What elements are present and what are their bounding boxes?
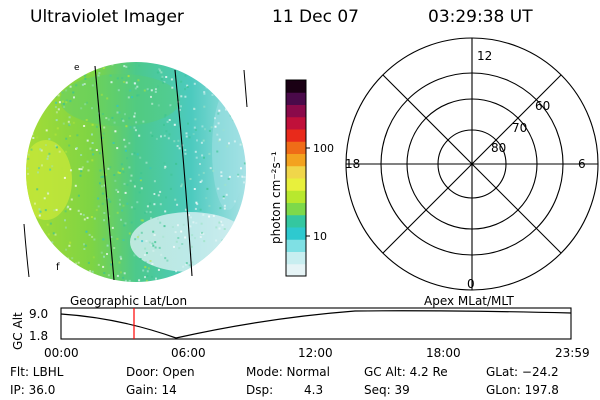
xtick-1200: 12:00: [298, 346, 333, 360]
xtick-1800: 18:00: [426, 346, 461, 360]
color-bar-cell: [286, 227, 306, 240]
mlat-label-60: 60: [535, 99, 550, 113]
status-door: Door: Open: [126, 365, 195, 379]
ytick-1.8: 1.8: [29, 329, 48, 343]
altitude-ylabel: GC Alt: [11, 312, 25, 350]
color-bar-cell: [286, 190, 306, 203]
mlt-label-18: 18: [345, 157, 360, 171]
color-bar-cell: [286, 116, 306, 130]
limb-arc: [243, 69, 248, 108]
xtick-0600: 06:00: [171, 346, 206, 360]
status-ip: IP: 36.0: [10, 383, 56, 397]
status-glat: GLat: −24.2: [486, 365, 559, 379]
longitude-line: [94, 65, 115, 281]
mlat-label-70: 70: [512, 121, 527, 135]
color-bar-cell: [286, 239, 306, 252]
apex-label: Apex MLat/MLT: [424, 294, 514, 308]
colorbar-tick-100: 100: [313, 142, 334, 155]
status-gc-alt: GC Alt: 4.2 Re: [364, 365, 448, 379]
glyph-e: e: [74, 63, 80, 73]
glyph-f: f: [56, 262, 60, 273]
color-bar-cell: [286, 141, 306, 154]
color-bar-cell: [286, 251, 306, 265]
status-glon: GLon: 197.8: [486, 383, 559, 397]
date-label: 11 Dec 07: [272, 7, 359, 27]
altitude-curve: [60, 310, 572, 339]
colorbar-unit-label: photon cm⁻²s⁻¹: [269, 151, 283, 244]
color-bar-cell: [286, 80, 306, 93]
mlt-label-6: 6: [578, 157, 586, 171]
colorbar-tick-10: 10: [313, 230, 327, 243]
xtick-2359: 23:59: [555, 346, 590, 360]
mlt-label-12: 12: [477, 49, 492, 63]
color-bar-cell: [286, 202, 306, 216]
status-flt: Flt: LBHL: [10, 365, 64, 379]
geographic-label: Geographic Lat/Lon: [70, 294, 188, 308]
instrument-title: Ultraviolet Imager: [30, 7, 184, 27]
color-bar-cell: [286, 129, 306, 142]
ytick-9: 9.0: [29, 307, 48, 321]
mlat-label-80: 80: [491, 141, 506, 155]
color-bar-cell: [286, 104, 306, 118]
color-bar-cell: [286, 153, 306, 167]
status-gain: Gain: 14: [126, 383, 177, 397]
xtick-0000: 00:00: [44, 346, 79, 360]
status-mode: Mode: Normal: [246, 365, 330, 379]
status-dsp-label: Dsp:: [246, 383, 274, 397]
color-bar-cell: [286, 178, 306, 191]
limb-arc: [23, 223, 30, 278]
mlt-label-0: 0: [467, 277, 475, 291]
time-label: 03:29:38 UT: [428, 7, 533, 27]
status-dsp-value: 4.3: [304, 383, 324, 397]
color-bar-cells: [286, 80, 306, 277]
status-seq: Seq: 39: [364, 383, 410, 397]
color-bar-cell: [286, 214, 306, 228]
color-bar-cell: [286, 263, 306, 277]
color-bar-cell: [286, 92, 306, 105]
longitude-line: [174, 69, 193, 277]
color-bar-cell: [286, 165, 306, 179]
